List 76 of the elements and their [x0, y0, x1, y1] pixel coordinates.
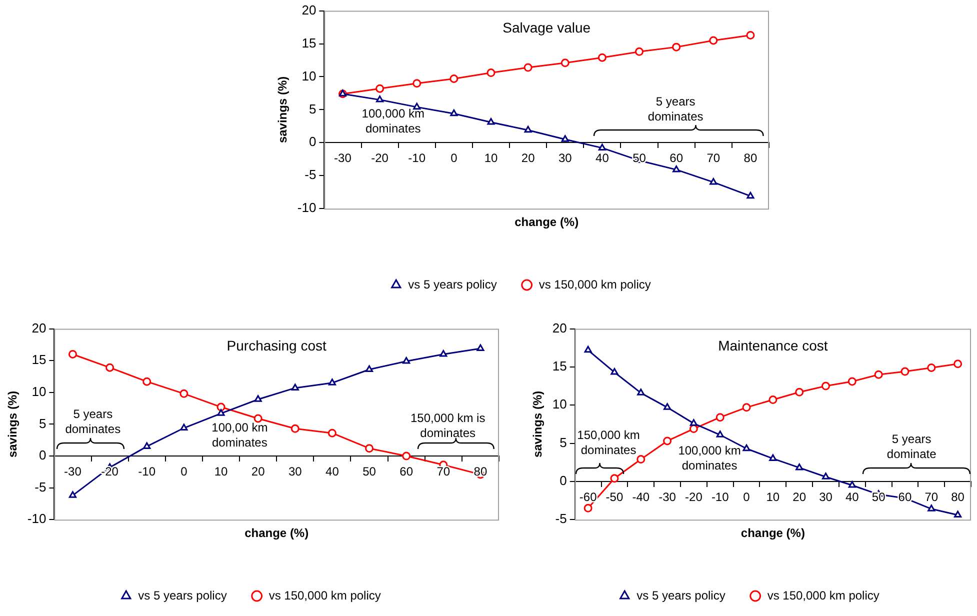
x-tick-label: 0	[180, 464, 188, 478]
y-tick-label: 15	[32, 352, 46, 368]
x-axis-title: change (%)	[740, 526, 805, 540]
x-tick-label: 70	[706, 150, 720, 165]
x-tick-label: -60	[579, 490, 598, 504]
x-tick-label: 40	[596, 150, 610, 165]
y-tick-label: -10	[27, 511, 46, 526]
legend-label: vs 5 years policy	[636, 588, 726, 602]
x-tick-label: -20	[685, 490, 703, 504]
y-tick-label: 5	[560, 434, 567, 450]
x-tick-label: 30	[288, 464, 302, 478]
annotation: 5 years dominates	[648, 94, 704, 124]
x-tick-label: 30	[819, 490, 833, 504]
y-tick-label: 20	[302, 2, 316, 18]
x-tick-label: -30	[334, 150, 352, 165]
x-tick-label: 10	[484, 150, 498, 165]
x-tick-label: 10	[214, 464, 228, 478]
text: Maintenance cost	[718, 338, 828, 354]
x-tick-label: 10	[766, 490, 780, 504]
legend-label: vs 5 years policy	[138, 588, 227, 602]
annotation: 150,000 km dominates	[577, 428, 640, 458]
x-tick-label: 70	[436, 464, 450, 478]
x-tick-label: -10	[408, 150, 426, 165]
x-tick-label: 60	[670, 150, 684, 165]
x-tick-label: 20	[792, 490, 806, 504]
x-tick-label: 40	[326, 464, 340, 478]
x-tick-label: -10	[711, 490, 730, 504]
legend-label: vs 150,000 km policy	[538, 277, 651, 292]
legend-label: vs 150,000 km policy	[767, 588, 880, 602]
y-tick-label: -5	[555, 511, 567, 526]
y-axis-title: savings (%)	[530, 390, 545, 458]
x-tick-label: 20	[521, 150, 536, 165]
x-tick-label: 0	[450, 150, 458, 165]
y-axis-title: savings (%)	[6, 390, 20, 458]
y-tick-label: 10	[552, 396, 567, 412]
annotation: 100,00 km dominates	[212, 420, 268, 450]
y-tick-label: 5	[38, 416, 46, 431]
y-tick-label: -5	[304, 167, 316, 182]
text: Salvage value	[502, 20, 591, 36]
y-tick-label: 15	[552, 358, 567, 374]
x-tick-label: 70	[924, 490, 938, 504]
legend-label: vs 5 years policy	[408, 277, 497, 292]
y-tick-label: -10	[297, 200, 316, 216]
legend-label: vs 150,000 km policy	[268, 588, 381, 602]
x-tick-label: 20	[251, 464, 266, 478]
y-tick-label: 15	[302, 35, 316, 50]
annotation: 150,000 km is dominates	[410, 410, 486, 440]
annotation: 100,000 km dominates	[362, 106, 424, 136]
x-tick-label: 80	[951, 490, 965, 504]
y-tick-label: 10	[32, 384, 46, 399]
x-tick-label: 0	[743, 490, 750, 504]
y-axis-title: savings (%)	[276, 76, 290, 144]
y-tick-label: 5	[308, 101, 316, 116]
y-tick-label: 20	[552, 320, 567, 336]
annotation: 100,000 km dominates	[678, 443, 741, 472]
x-tick-label: -20	[371, 150, 389, 165]
x-tick-label: 80	[744, 150, 758, 165]
x-tick-label: -10	[138, 464, 156, 478]
x-axis-title: change (%)	[244, 526, 309, 540]
x-tick-label: -40	[632, 490, 650, 504]
x-tick-label: -30	[64, 464, 82, 478]
y-tick-label: 0	[308, 134, 316, 150]
annotation: 5 years dominates	[65, 407, 121, 436]
x-tick-label: 50	[362, 464, 376, 478]
y-tick-label: 0	[38, 448, 46, 463]
text: Purchasing cost	[226, 338, 327, 354]
x-tick-label: -50	[606, 490, 624, 504]
y-tick-label: -5	[34, 479, 46, 494]
x-tick-label: 30	[558, 150, 572, 165]
annotation: 5 years dominate	[886, 432, 937, 461]
y-tick-label: 10	[302, 68, 316, 84]
x-axis-title: change (%)	[514, 214, 579, 229]
x-tick-label: 60	[400, 464, 414, 478]
x-tick-label: -30	[658, 490, 676, 504]
y-tick-label: 20	[32, 320, 46, 336]
x-tick-label: 40	[845, 490, 860, 504]
